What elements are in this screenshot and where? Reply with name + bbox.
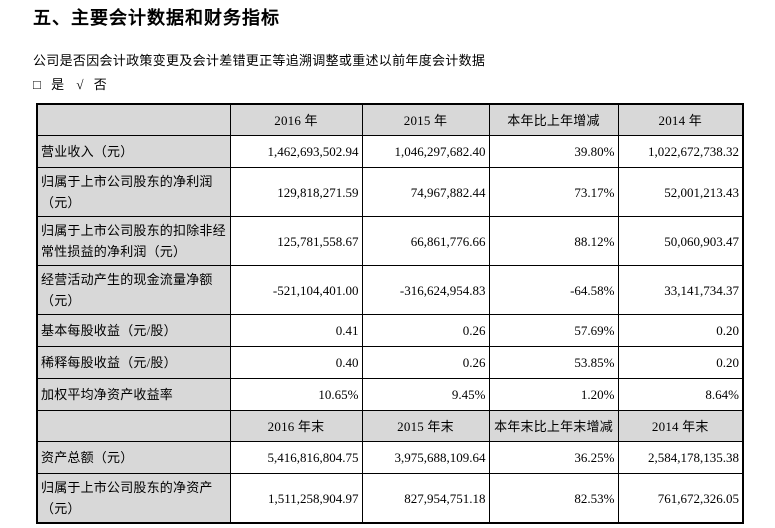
value-cell: 1,022,672,738.32 bbox=[617, 135, 744, 168]
restatement-answer-line: □ 是 √ 否 bbox=[33, 74, 116, 93]
checkmark-icon: √ bbox=[76, 77, 84, 92]
header-period-cell: 本年末比上年末增减 bbox=[488, 410, 619, 442]
table-row: 稀释每股收益（元/股） 0.40 0.26 53.85% 0.20 bbox=[36, 346, 744, 379]
table-row: 资产总额（元） 5,416,816,804.75 3,975,688,109.64 3… bbox=[36, 441, 744, 474]
value-cell: 57.69% bbox=[488, 314, 619, 347]
row-label-cell: 基本每股收益（元/股） bbox=[36, 314, 231, 347]
value-cell: 2,584,178,135.38 bbox=[617, 441, 744, 474]
no-label: 否 bbox=[93, 77, 107, 92]
value-cell: -64.58% bbox=[488, 265, 619, 315]
yes-label: 是 bbox=[51, 77, 65, 92]
value-cell: 0.26 bbox=[361, 314, 490, 347]
header-period-cell: 2015 年末 bbox=[361, 410, 490, 442]
table-row: 加权平均净资产收益率 10.65% 9.45% 1.20% 8.64% bbox=[36, 378, 744, 411]
value-cell: 0.41 bbox=[229, 314, 363, 347]
value-cell: 0.26 bbox=[361, 346, 490, 379]
value-cell: 88.12% bbox=[488, 216, 619, 266]
value-cell: 1.20% bbox=[488, 378, 619, 411]
value-cell: 761,672,326.05 bbox=[617, 473, 744, 524]
header-corner-cell bbox=[36, 103, 231, 136]
row-label-cell: 加权平均净资产收益率 bbox=[36, 378, 231, 411]
value-cell: 1,511,258,904.97 bbox=[229, 473, 363, 524]
value-cell: 0.40 bbox=[229, 346, 363, 379]
value-cell: 0.20 bbox=[617, 346, 744, 379]
table-header-row: 2016 年 2015 年本年比上年增减 2014 年 bbox=[36, 103, 744, 136]
header-period-cell: 2016 年末 bbox=[229, 410, 363, 442]
table-header-row: 2016 年末 2015 年末 本年末比上年末增减 2014 年末 bbox=[36, 410, 744, 442]
checkbox-unchecked-icon: □ bbox=[33, 77, 41, 92]
value-cell: -316,624,954.83 bbox=[361, 265, 490, 315]
value-cell: 129,818,271.59 bbox=[229, 167, 363, 217]
value-cell: 82.53% bbox=[488, 473, 619, 524]
value-cell: 3,975,688,109.64 bbox=[361, 441, 490, 474]
value-cell: 10.65% bbox=[229, 378, 363, 411]
row-label-cell: 归属于上市公司股东的净资产（元） bbox=[36, 473, 231, 524]
header-period-cell: 2014 年末 bbox=[617, 410, 744, 442]
row-label-cell: 经营活动产生的现金流量净额（元） bbox=[36, 265, 231, 315]
financial-indicators-table: 2016 年 2015 年本年比上年增减 2014 年营业收入（元） 1,462,69… bbox=[36, 103, 744, 524]
header-period-cell: 2014 年 bbox=[617, 103, 744, 136]
table-row: 归属于上市公司股东的扣除非经常性损益的净利润（元） 125,781,558.67 6… bbox=[36, 216, 744, 266]
header-period-cell: 本年比上年增减 bbox=[488, 103, 619, 136]
header-period-cell: 2015 年 bbox=[361, 103, 490, 136]
header-period-cell: 2016 年 bbox=[229, 103, 363, 136]
table-row: 归属于上市公司股东的净利润（元） 129,818,271.59 74,967,882… bbox=[36, 167, 744, 217]
value-cell: 1,462,693,502.94 bbox=[229, 135, 363, 168]
value-cell: 8.64% bbox=[617, 378, 744, 411]
value-cell: 0.20 bbox=[617, 314, 744, 347]
table-body: 2016 年 2015 年本年比上年增减 2014 年营业收入（元） 1,462,69… bbox=[36, 103, 744, 524]
value-cell: -521,104,401.00 bbox=[229, 265, 363, 315]
value-cell: 73.17% bbox=[488, 167, 619, 217]
value-cell: 36.25% bbox=[488, 441, 619, 474]
value-cell: 1,046,297,682.40 bbox=[361, 135, 490, 168]
value-cell: 52,001,213.43 bbox=[617, 167, 744, 217]
value-cell: 125,781,558.67 bbox=[229, 216, 363, 266]
value-cell: 5,416,816,804.75 bbox=[229, 441, 363, 474]
header-corner-cell bbox=[36, 410, 231, 442]
value-cell: 827,954,751.18 bbox=[361, 473, 490, 524]
table-row: 基本每股收益（元/股） 0.41 0.26 57.69% 0.20 bbox=[36, 314, 744, 347]
section-title: 五、主要会计数据和财务指标 bbox=[33, 8, 280, 28]
value-cell: 9.45% bbox=[361, 378, 490, 411]
row-label-cell: 归属于上市公司股东的扣除非经常性损益的净利润（元） bbox=[36, 216, 231, 266]
row-label-cell: 归属于上市公司股东的净利润（元） bbox=[36, 167, 231, 217]
value-cell: 74,967,882.44 bbox=[361, 167, 490, 217]
restatement-question-text: 公司是否因会计政策变更及会计差错更正等追溯调整或重述以前年度会计数据 bbox=[33, 53, 486, 68]
row-label-cell: 营业收入（元） bbox=[36, 135, 231, 168]
value-cell: 53.85% bbox=[488, 346, 619, 379]
table-row: 营业收入（元） 1,462,693,502.94 1,046,297,682.40 3… bbox=[36, 135, 744, 168]
value-cell: 39.80% bbox=[488, 135, 619, 168]
row-label-cell: 稀释每股收益（元/股） bbox=[36, 346, 231, 379]
table-row: 归属于上市公司股东的净资产（元） 1,511,258,904.97 827,954,… bbox=[36, 473, 744, 524]
value-cell: 50,060,903.47 bbox=[617, 216, 744, 266]
table-row: 经营活动产生的现金流量净额（元） -521,104,401.00 -316,624,… bbox=[36, 265, 744, 315]
value-cell: 33,141,734.37 bbox=[617, 265, 744, 315]
value-cell: 66,861,776.66 bbox=[361, 216, 490, 266]
row-label-cell: 资产总额（元） bbox=[36, 441, 231, 474]
